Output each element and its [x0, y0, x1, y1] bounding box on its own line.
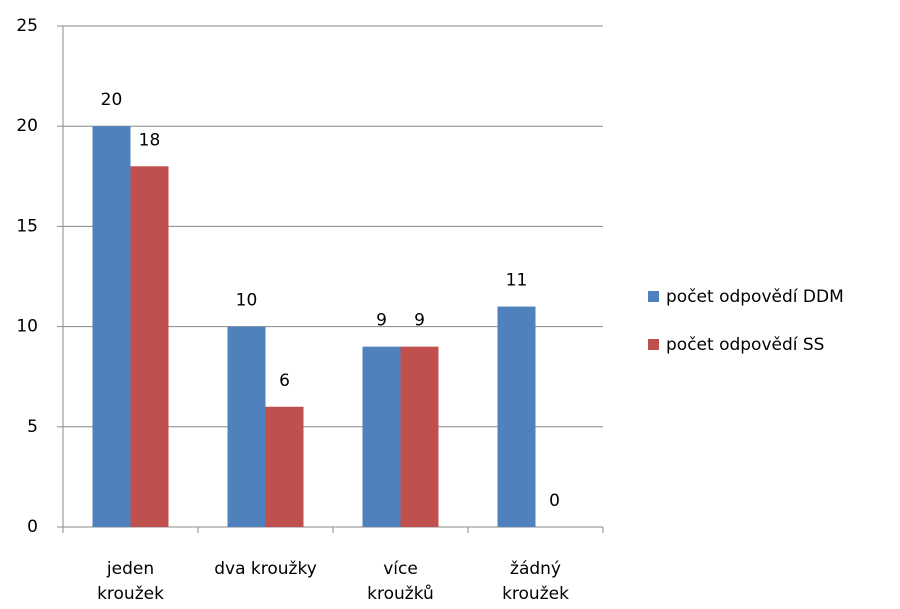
x-tick-label: více kroužků	[367, 559, 434, 604]
x-tick-label: žádný kroužek	[502, 559, 569, 604]
bar	[497, 306, 536, 527]
bar	[400, 346, 439, 527]
data-label: 9	[376, 311, 387, 331]
y-tick-label: 20	[16, 116, 38, 136]
data-label: 6	[279, 371, 290, 391]
data-label: 11	[506, 271, 528, 291]
y-tick-label: 10	[16, 317, 38, 337]
y-tick-label: 25	[16, 16, 38, 36]
bar	[265, 406, 304, 527]
legend-label: počet odpovědí DDM	[666, 287, 844, 307]
legend-label: počet odpovědí SS	[666, 335, 824, 355]
y-tick-label: 5	[27, 417, 38, 437]
legend-swatch	[648, 339, 659, 350]
data-label: 18	[139, 130, 161, 150]
bar	[362, 346, 401, 527]
x-tick-label: dva kroužky	[214, 559, 317, 579]
x-tick-label: jeden kroužek	[97, 559, 164, 604]
data-label: 20	[101, 90, 123, 110]
data-label: 0	[549, 491, 560, 511]
y-tick-label: 0	[27, 517, 38, 537]
bar	[227, 326, 266, 527]
data-label: 9	[414, 311, 425, 331]
y-tick-label: 15	[16, 216, 38, 236]
legend-swatch	[648, 291, 659, 302]
bar	[130, 166, 169, 527]
bar	[92, 126, 131, 527]
data-label: 10	[236, 291, 258, 311]
